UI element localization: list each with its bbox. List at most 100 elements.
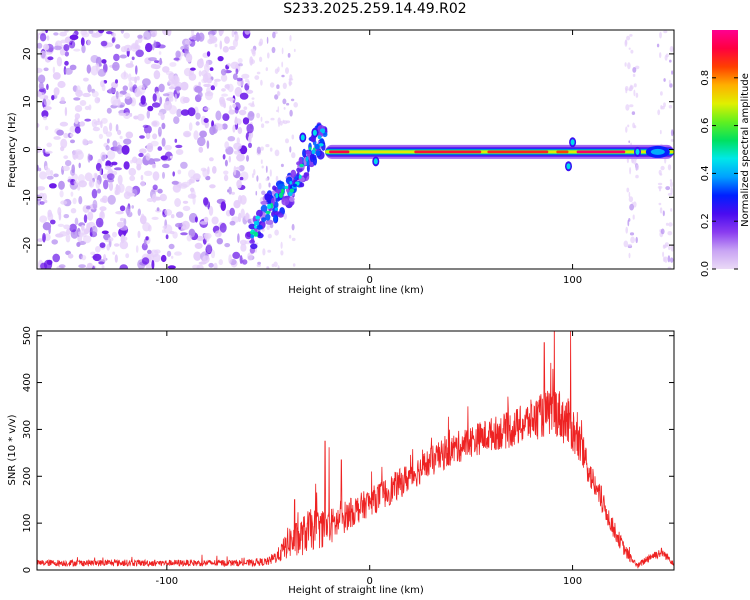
- noise-blob: [152, 93, 157, 102]
- noise-blob: [170, 79, 177, 89]
- noise-blob: [56, 129, 64, 136]
- noise-blob: [282, 98, 287, 105]
- noise-blob: [142, 78, 151, 86]
- noise-blob: [106, 107, 112, 114]
- noise-blob: [118, 112, 127, 116]
- noise-blob: [100, 210, 104, 218]
- noise-blob: [288, 234, 292, 239]
- noise-blob: [151, 193, 157, 203]
- noise-blob: [58, 180, 65, 190]
- noise-blob: [633, 83, 637, 88]
- noise-blob: [202, 168, 209, 178]
- noise-blob: [202, 255, 210, 264]
- noise-blob: [626, 35, 631, 41]
- noise-blob: [100, 80, 105, 88]
- noise-blob: [205, 59, 209, 68]
- noise-blob: [232, 124, 236, 133]
- noise-blob: [50, 219, 56, 225]
- chirp-core: [279, 192, 283, 198]
- noise-blob: [78, 162, 81, 169]
- noise-blob: [41, 110, 49, 118]
- noise-blob: [37, 122, 40, 128]
- noise-blob: [199, 221, 208, 225]
- noise-blob: [216, 238, 223, 245]
- noise-blob: [629, 34, 633, 37]
- noise-blob: [229, 207, 235, 216]
- noise-blob: [82, 92, 91, 98]
- chirp-core: [320, 138, 324, 144]
- noise-blob: [280, 163, 284, 168]
- noise-blob: [669, 59, 672, 63]
- noise-blob: [234, 116, 238, 126]
- noise-blob: [265, 144, 270, 148]
- noise-blob: [119, 104, 124, 108]
- noise-blob: [250, 104, 255, 108]
- noise-blob: [182, 205, 191, 212]
- noise-blob: [87, 211, 94, 221]
- noise-blob: [89, 180, 93, 187]
- noise-blob: [195, 112, 201, 120]
- noise-blob: [277, 265, 280, 269]
- noise-blob: [50, 170, 54, 176]
- noise-blob: [632, 214, 635, 220]
- noise-blob: [175, 149, 184, 155]
- noise-blob: [237, 233, 240, 243]
- chirp-blob: [249, 239, 256, 244]
- noise-blob: [162, 30, 169, 36]
- noise-blob: [131, 56, 135, 61]
- noise-blob: [77, 231, 85, 236]
- noise-blob: [247, 110, 255, 121]
- noise-blob: [91, 225, 98, 236]
- noise-blob: [279, 120, 283, 126]
- noise-blob: [106, 150, 116, 160]
- noise-blob: [260, 146, 264, 151]
- noise-blob: [184, 44, 190, 54]
- noise-blob: [256, 71, 261, 75]
- noise-blob: [292, 263, 296, 267]
- noise-blob: [236, 137, 240, 145]
- noise-blob: [231, 30, 235, 38]
- noise-blob: [113, 146, 120, 152]
- noise-blob: [124, 92, 131, 100]
- noise-blob: [223, 170, 229, 175]
- noise-blob: [247, 252, 253, 261]
- noise-blob: [92, 253, 102, 262]
- noise-blob: [140, 95, 146, 105]
- noise-blob: [99, 197, 107, 203]
- chirp-core: [254, 225, 257, 229]
- noise-blob: [628, 47, 631, 50]
- noise-blob: [117, 93, 124, 98]
- snr-y-tick-label: 0: [22, 567, 33, 573]
- noise-blob: [60, 200, 68, 205]
- noise-blob: [221, 93, 229, 97]
- noise-blob: [158, 51, 162, 55]
- spectrogram-x-tick-label: -100: [155, 275, 178, 286]
- noise-blob: [153, 70, 161, 80]
- noise-blob: [137, 34, 143, 39]
- noise-blob: [260, 79, 263, 86]
- snr-y-tick-label: 500: [22, 326, 33, 345]
- noise-blob: [135, 65, 138, 75]
- noise-blob: [281, 74, 285, 78]
- noise-blob: [121, 145, 130, 155]
- noise-blob: [270, 117, 275, 121]
- noise-blob: [119, 217, 125, 222]
- noise-blob: [624, 62, 627, 67]
- noise-blob: [70, 133, 74, 138]
- noise-blob: [170, 214, 175, 219]
- noise-blob: [221, 123, 228, 130]
- chirp-blob: [303, 172, 308, 179]
- noise-blob: [235, 68, 239, 75]
- noise-blob: [137, 230, 141, 239]
- noise-blob: [180, 161, 188, 169]
- noise-blob: [206, 243, 212, 254]
- noise-blob: [214, 230, 222, 238]
- noise-blob: [199, 130, 208, 138]
- noise-blob: [659, 173, 663, 176]
- noise-blob: [630, 85, 634, 90]
- noise-blob: [228, 109, 236, 115]
- colorbar-label: Normalized spectral amplitude: [740, 73, 750, 227]
- noise-blob: [128, 81, 133, 89]
- noise-blob: [627, 219, 630, 227]
- noise-blob: [42, 232, 46, 243]
